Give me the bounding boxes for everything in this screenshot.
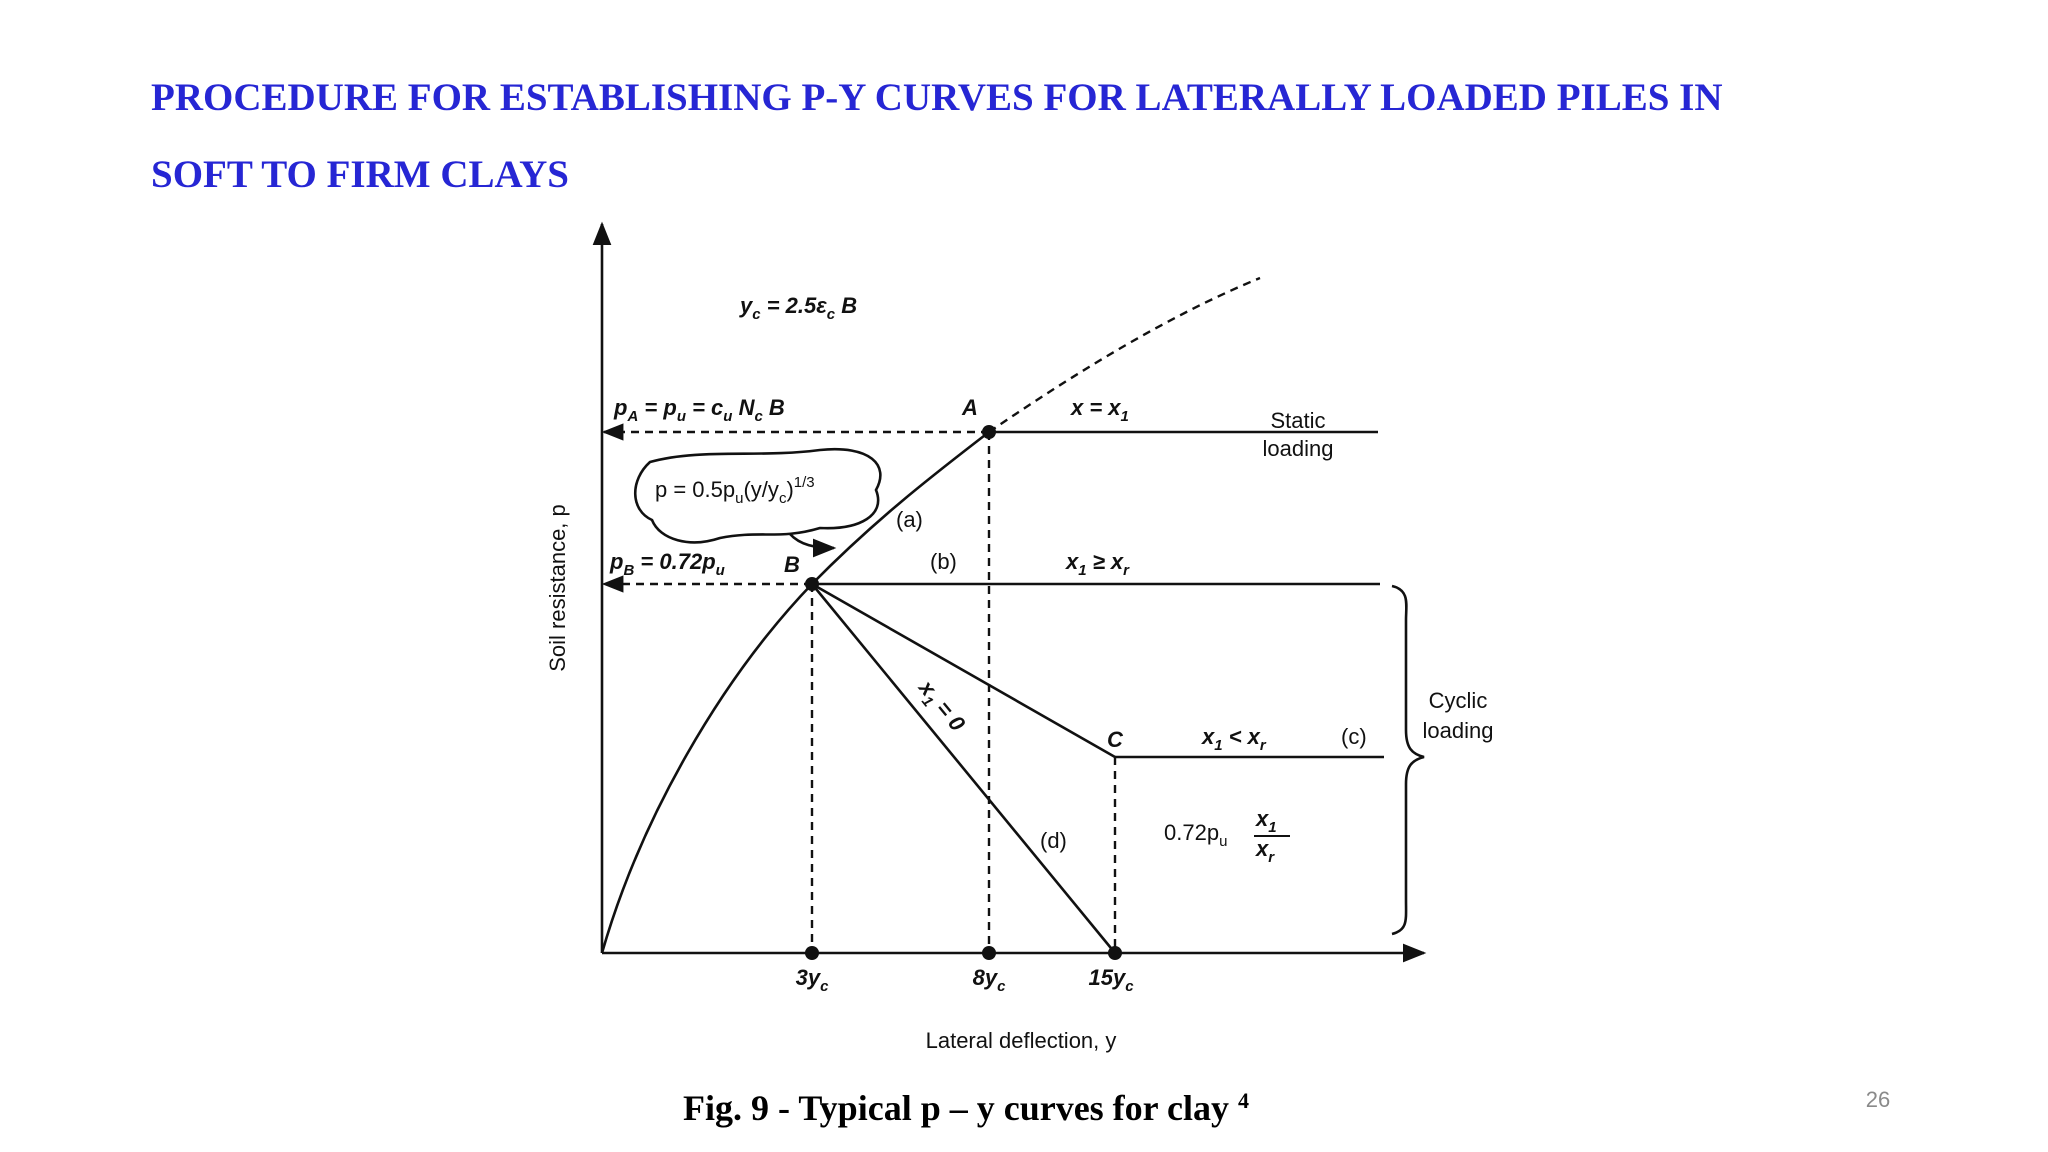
y-axis-label: Soil resistance, p <box>545 504 570 672</box>
condition: x1 < xr <box>1201 724 1267 754</box>
x-tick-label: 3yc <box>796 965 829 995</box>
condition: x1 ≥ xr <box>1065 549 1130 579</box>
label: (d) <box>1040 828 1067 853</box>
formula: pA = pu = cu Nc B <box>613 395 785 425</box>
callout-arrow <box>789 533 837 558</box>
point <box>982 425 996 439</box>
callout <box>633 447 882 544</box>
page-number: 26 <box>1866 1087 1890 1112</box>
x-tick-label: 8yc <box>973 965 1006 995</box>
curve <box>600 430 990 954</box>
formula: yc = 2.5εc B <box>739 293 857 323</box>
label: (b) <box>930 549 957 574</box>
condition: x1 = 0 <box>910 675 971 740</box>
x-tick-label: 15yc <box>1088 965 1134 995</box>
point <box>1108 946 1122 960</box>
fraction-denominator: xr <box>1255 836 1275 866</box>
formula: 0.72pu <box>1164 820 1227 850</box>
formula: pB = 0.72pu <box>609 549 725 579</box>
condition: x = x1 <box>1070 395 1129 425</box>
curve-extension <box>988 276 1261 433</box>
label: (a) <box>896 507 923 532</box>
title: SOFT TO FIRM CLAYS <box>151 153 569 196</box>
title: PROCEDURE FOR ESTABLISHING P-Y CURVES FO… <box>151 76 1723 119</box>
label: (c) <box>1341 724 1367 749</box>
point <box>982 946 996 960</box>
label: Static <box>1270 408 1325 433</box>
brace <box>1391 584 1425 936</box>
caption: Fig. 9 - Typical p – y curves for clay 4 <box>683 1088 1249 1128</box>
point-label: A <box>961 395 978 420</box>
line-bc <box>811 582 1116 759</box>
fraction-numerator: x1 <box>1255 806 1277 836</box>
point-label: B <box>784 552 800 577</box>
formula: p = 0.5pu(y/yc)1/3 <box>655 474 815 507</box>
point <box>805 577 819 591</box>
x-axis-label: Lateral deflection, y <box>926 1028 1117 1053</box>
diagram: yc = 2.5εc B pA = pu = cu Nc B A x = x1 … <box>545 221 1494 1053</box>
label: loading <box>1423 718 1494 743</box>
label: Cyclic <box>1429 688 1488 713</box>
label: loading <box>1263 436 1334 461</box>
line-d <box>810 583 1117 954</box>
point <box>805 946 819 960</box>
point-label: C <box>1107 727 1124 752</box>
